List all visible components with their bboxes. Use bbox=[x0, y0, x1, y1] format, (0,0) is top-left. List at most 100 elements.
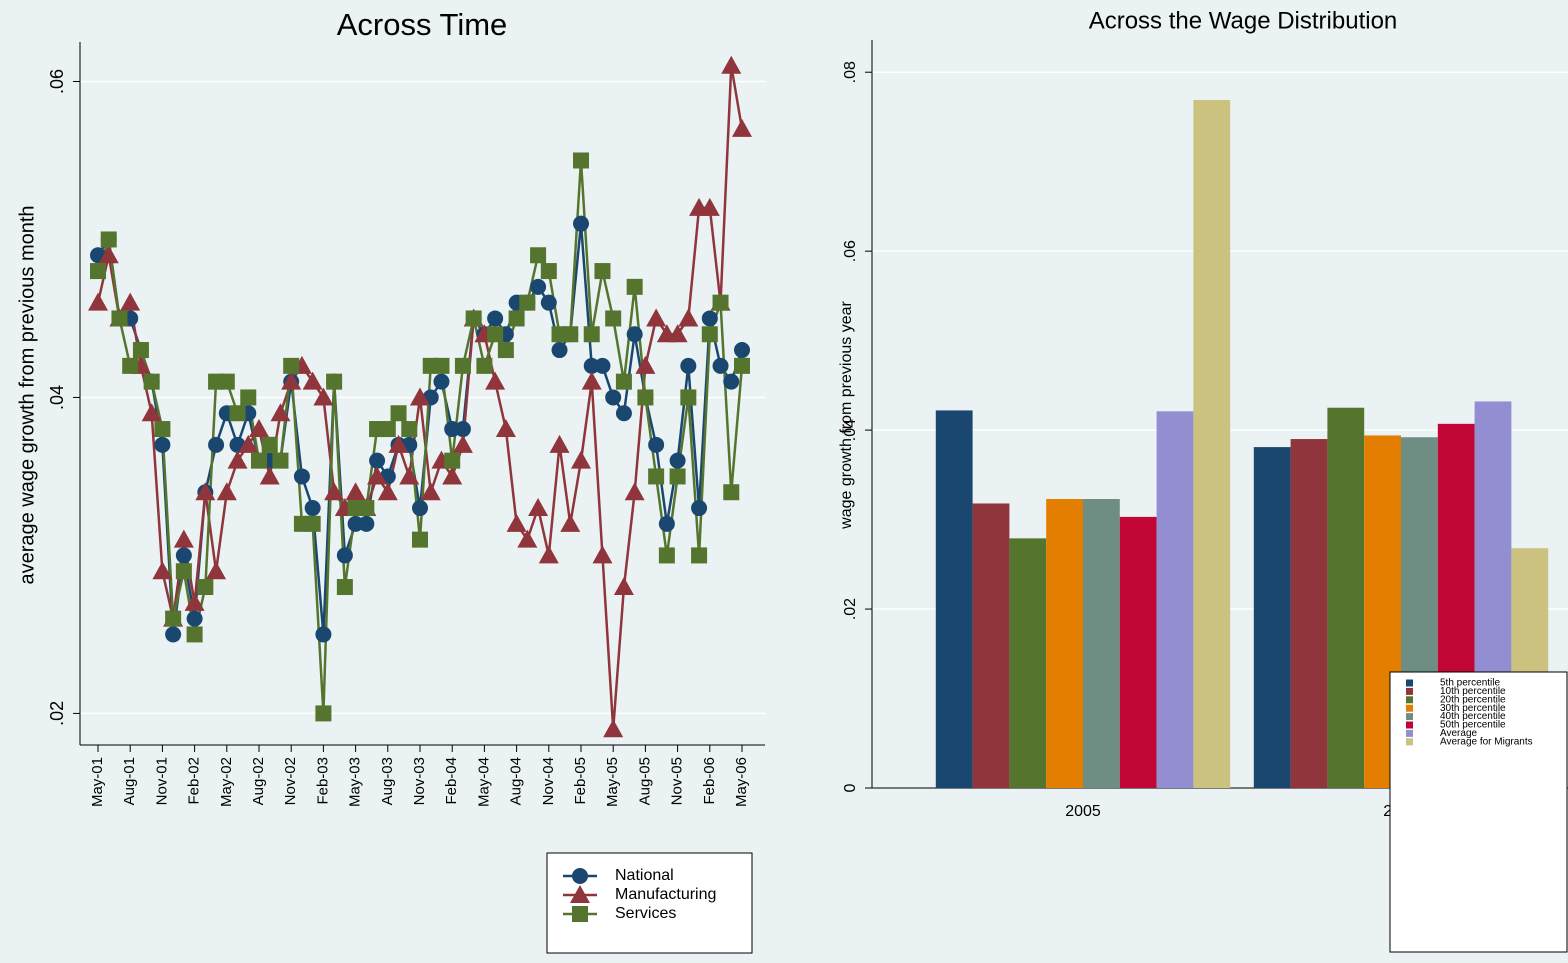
marker bbox=[259, 466, 280, 485]
marker bbox=[487, 326, 504, 343]
marker bbox=[410, 387, 430, 406]
legend-label: 10th percentile bbox=[1440, 686, 1506, 697]
marker bbox=[100, 231, 117, 248]
marker bbox=[723, 484, 740, 501]
marker bbox=[721, 55, 742, 74]
x-tick-label: Aug-01 bbox=[121, 757, 138, 805]
marker bbox=[315, 705, 332, 722]
y-tick-label: .06 bbox=[842, 240, 859, 262]
marker bbox=[519, 294, 536, 311]
marker bbox=[562, 326, 579, 343]
marker bbox=[592, 545, 613, 564]
marker bbox=[699, 197, 720, 216]
marker bbox=[506, 513, 527, 532]
legend-label: 50th percentile bbox=[1440, 720, 1506, 731]
x-tick-label: Nov-04 bbox=[540, 757, 557, 805]
marker bbox=[313, 387, 334, 406]
x-tick-label: Aug-03 bbox=[379, 757, 396, 805]
marker bbox=[658, 547, 675, 564]
marker bbox=[197, 579, 214, 596]
marker bbox=[227, 450, 248, 469]
left-title: Across Time bbox=[337, 7, 508, 42]
marker bbox=[412, 531, 428, 548]
legend-swatch bbox=[1406, 679, 1413, 687]
marker bbox=[240, 389, 257, 406]
x-tick-label: May-05 bbox=[604, 757, 621, 807]
marker bbox=[540, 263, 557, 280]
marker bbox=[528, 498, 549, 517]
marker bbox=[377, 482, 398, 501]
x-tick-label: Aug-04 bbox=[508, 757, 525, 805]
y-tick-label: .02 bbox=[842, 598, 859, 620]
marker bbox=[369, 452, 386, 469]
marker bbox=[206, 561, 227, 580]
bar bbox=[1083, 499, 1120, 788]
marker bbox=[594, 263, 611, 280]
marker bbox=[388, 434, 409, 453]
marker bbox=[152, 561, 173, 580]
marker bbox=[454, 421, 471, 438]
marker bbox=[399, 466, 420, 485]
marker bbox=[270, 403, 291, 422]
x-tick-label: 2005 bbox=[1065, 803, 1101, 820]
marker bbox=[390, 405, 407, 422]
marker bbox=[336, 579, 353, 596]
marker bbox=[186, 610, 203, 627]
marker bbox=[379, 421, 396, 438]
marker bbox=[560, 513, 581, 532]
marker bbox=[605, 389, 622, 406]
marker bbox=[165, 626, 182, 643]
legend-label: Average bbox=[1440, 728, 1478, 739]
marker bbox=[615, 405, 632, 422]
marker bbox=[669, 452, 686, 469]
marker bbox=[281, 371, 302, 390]
marker bbox=[454, 357, 471, 374]
x-tick-label: Feb-05 bbox=[572, 757, 589, 805]
x-tick-label: May-04 bbox=[475, 757, 492, 807]
marker bbox=[508, 310, 525, 327]
x-tick-label: Feb-03 bbox=[314, 757, 331, 805]
marker bbox=[667, 324, 688, 343]
bar bbox=[1290, 439, 1328, 788]
bar bbox=[972, 503, 1010, 788]
marker bbox=[88, 292, 108, 311]
x-tick-label: May-01 bbox=[89, 757, 106, 807]
marker bbox=[261, 436, 278, 453]
y-tick-label: .04 bbox=[842, 419, 859, 441]
marker bbox=[572, 868, 588, 884]
marker bbox=[272, 452, 289, 469]
legend-label: 40th percentile bbox=[1440, 711, 1506, 722]
marker bbox=[442, 466, 463, 485]
marker bbox=[712, 357, 729, 374]
x-tick-label: May-02 bbox=[218, 757, 235, 807]
right-title: Across the Wage Distribution bbox=[1089, 7, 1398, 34]
legend-swatch bbox=[1406, 721, 1413, 729]
marker bbox=[723, 373, 740, 390]
marker bbox=[581, 371, 602, 390]
marker bbox=[530, 247, 547, 264]
marker bbox=[626, 326, 643, 343]
marker bbox=[154, 436, 171, 453]
marker bbox=[530, 278, 547, 295]
marker bbox=[208, 436, 225, 453]
marker bbox=[184, 592, 205, 611]
legend-label: 5th percentile bbox=[1440, 678, 1500, 689]
marker bbox=[734, 357, 750, 374]
marker bbox=[251, 452, 267, 469]
marker bbox=[304, 515, 321, 532]
legend-label: 20th percentile bbox=[1440, 694, 1506, 705]
marker bbox=[465, 310, 482, 327]
marker bbox=[175, 563, 192, 580]
bar bbox=[1253, 447, 1291, 788]
marker bbox=[712, 294, 729, 311]
marker bbox=[420, 482, 441, 501]
marker bbox=[680, 389, 697, 406]
x-tick-label: Aug-02 bbox=[250, 757, 267, 805]
y-tick-label: .06 bbox=[47, 69, 67, 94]
left-y-label: average wage growth from previous month bbox=[16, 205, 38, 584]
marker bbox=[551, 342, 568, 359]
marker bbox=[732, 118, 752, 137]
legend-label: 30th percentile bbox=[1440, 703, 1506, 714]
bar bbox=[1009, 538, 1047, 788]
